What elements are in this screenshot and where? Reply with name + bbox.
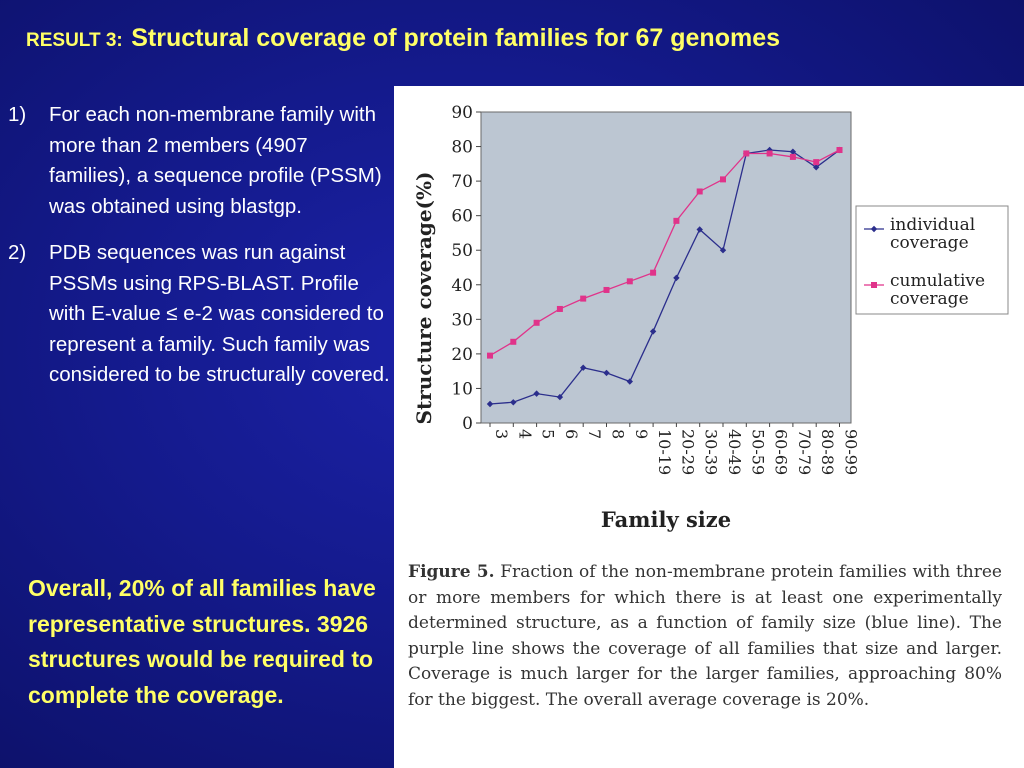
y-tick-label: 20 [451,345,473,365]
series-group [486,146,843,408]
y-axis-label: Structure coverage(%) [412,172,436,425]
x-tick-label: 6 [562,429,581,439]
x-tick-label: 40-49 [725,429,744,475]
legend: individual coverage cumulative coverage [855,205,1009,315]
data-point-cumulative [720,176,726,183]
data-point-cumulative [836,147,843,154]
data-point-individual [719,247,727,254]
x-tick-label: 7 [585,429,604,439]
data-point-individual [603,369,610,377]
data-point-cumulative [673,217,680,224]
point-1: 1) For each non-membrane family with mor… [8,100,390,222]
data-point-individual [696,226,703,233]
legend-label-1: individual coverage [890,215,975,253]
title-text: Structural coverage of protein families … [131,24,781,52]
data-point-cumulative [603,286,610,293]
series-line-2 [489,149,840,357]
summary-text: Overall, 20% of all families have repres… [28,575,376,708]
x-tick-label: 80-89 [818,429,837,475]
caption-label: Figure 5. [408,562,495,582]
data-point-cumulative [580,295,587,302]
data-point-cumulative [789,153,796,160]
data-point-cumulative [533,319,540,326]
x-axis-label: Family size [601,507,731,532]
legend-marker-2 [871,282,877,288]
point-2: 2) PDB sequences was run against PSSMs u… [8,238,390,391]
y-tick-label: 10 [451,379,473,399]
slide-title: RESULT 3: Structural coverage of protein… [26,24,1006,64]
point-1-text: For each non-membrane family with more t… [49,103,382,218]
data-point-individual [766,146,773,154]
y-tick-label: 30 [451,310,473,330]
x-tick-label: 20-29 [678,429,697,475]
x-tick-label: 8 [609,429,628,439]
x-tick-label: 3 [492,429,511,439]
x-tick-label: 30-39 [702,429,721,475]
legend-box [855,205,1009,315]
point-2-text: PDB sequences was run against PSSMs usin… [49,241,390,386]
data-point-cumulative [626,278,633,285]
method-points-list: 1) For each non-membrane family with mor… [8,100,390,407]
x-tick-label: 10-19 [655,429,674,475]
data-point-cumulative [696,188,703,195]
data-point-cumulative [487,352,493,359]
data-point-cumulative [766,150,773,157]
data-point-individual [486,400,494,408]
x-tick-label: 4 [515,429,534,439]
y-tick-label: 90 [451,103,473,123]
point-2-number: 2) [8,241,27,264]
x-tick-label: 9 [632,429,651,439]
y-tick-label: 80 [451,138,473,158]
caption-text: Fraction of the non-membrane protein fam… [408,562,1002,710]
y-tick-label: 50 [451,241,473,261]
data-point-cumulative [556,305,563,312]
legend-marker-1 [870,225,878,233]
plot-area [480,111,852,424]
coverage-chart: 0 10 20 30 40 50 60 70 80 90 3 4 5 6 7 8 9 10-19 20-29 30-… [412,103,1009,532]
data-point-individual [789,148,797,155]
x-axis: 3 4 5 6 7 8 9 10-19 20-29 30-39 40-49 50-59 60-69 70-… [489,423,861,475]
y-tick-label: 70 [451,172,473,192]
x-tick-label: 70-79 [795,429,814,475]
y-tick-label: 60 [451,207,473,227]
figure-panel: 0 10 20 30 40 50 60 70 80 90 3 4 5 6 7 8 9 10-19 20-29 30-… [394,86,1024,768]
result-tag: RESULT 3: [26,30,123,51]
legend-label-2: cumulative coverage [890,271,985,309]
x-tick-label: 60-69 [772,429,791,475]
data-point-cumulative [650,269,657,276]
y-tick-label: 40 [451,276,473,296]
series-line-1 [489,149,840,405]
data-point-cumulative [743,150,750,157]
y-tick-label: 0 [462,414,473,434]
data-point-individual [649,328,657,335]
figure-caption: Figure 5. Fraction of the non-membrane p… [408,560,1002,713]
data-point-cumulative [813,159,820,166]
point-1-number: 1) [8,103,27,126]
data-point-cumulative [510,338,517,345]
y-axis: 0 10 20 30 40 50 60 70 80 90 [451,103,481,434]
x-tick-label: 5 [539,429,558,439]
x-tick-label: 90-99 [842,429,861,475]
x-tick-label: 50-59 [748,429,767,475]
